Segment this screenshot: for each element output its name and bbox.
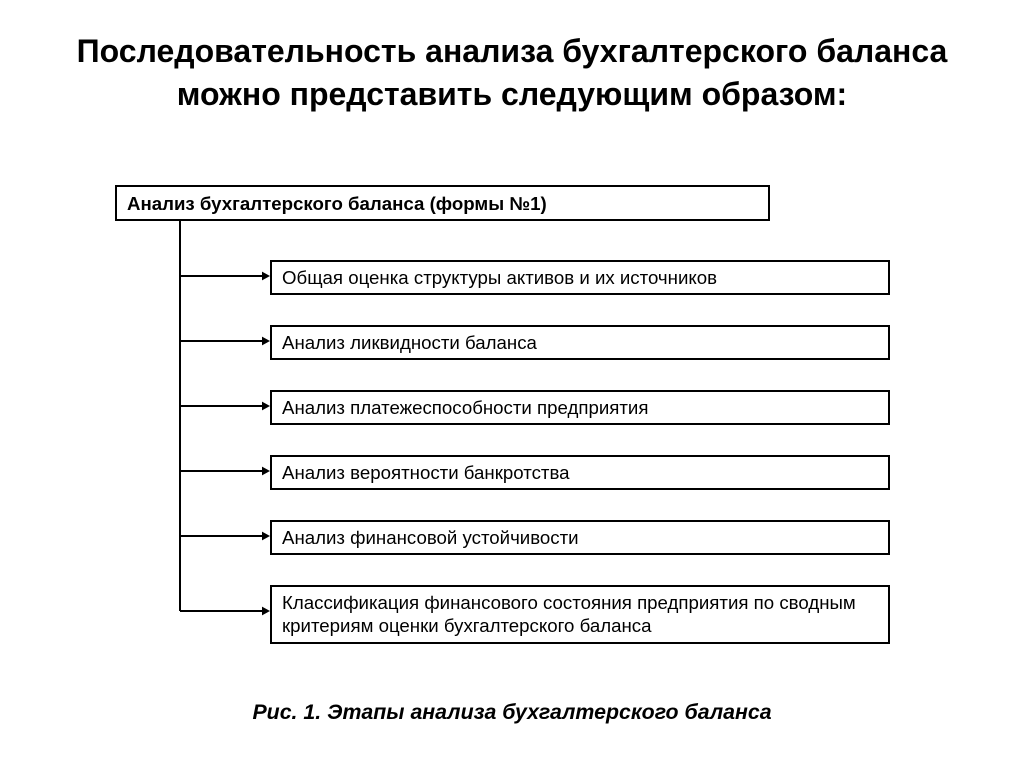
leaf-node: Общая оценка структуры активов и их исто… xyxy=(270,260,890,295)
diagram-canvas: Анализ бухгалтерского баланса (формы №1)… xyxy=(0,185,1024,705)
leaf-node-label: Анализ вероятности банкротства xyxy=(282,462,570,483)
leaf-node: Анализ финансовой устойчивости xyxy=(270,520,890,555)
leaf-node-label: Общая оценка структуры активов и их исто… xyxy=(282,267,717,288)
page-title: Последовательность анализа бухгалтерског… xyxy=(0,0,1024,126)
root-node: Анализ бухгалтерского баланса (формы №1) xyxy=(115,185,770,221)
leaf-node: Классификация финансового состояния пред… xyxy=(270,585,890,644)
leaf-node-label: Анализ платежеспособности предприятия xyxy=(282,397,648,418)
root-node-label: Анализ бухгалтерского баланса (формы №1) xyxy=(127,193,547,214)
leaf-node-label: Анализ ликвидности баланса xyxy=(282,332,537,353)
leaf-node: Анализ вероятности банкротства xyxy=(270,455,890,490)
leaf-node-label: Классификация финансового состояния пред… xyxy=(282,592,856,636)
leaf-node: Анализ платежеспособности предприятия xyxy=(270,390,890,425)
leaf-node: Анализ ликвидности баланса xyxy=(270,325,890,360)
figure-caption: Рис. 1. Этапы анализа бухгалтерского бал… xyxy=(0,700,1024,725)
leaf-node-label: Анализ финансовой устойчивости xyxy=(282,527,579,548)
